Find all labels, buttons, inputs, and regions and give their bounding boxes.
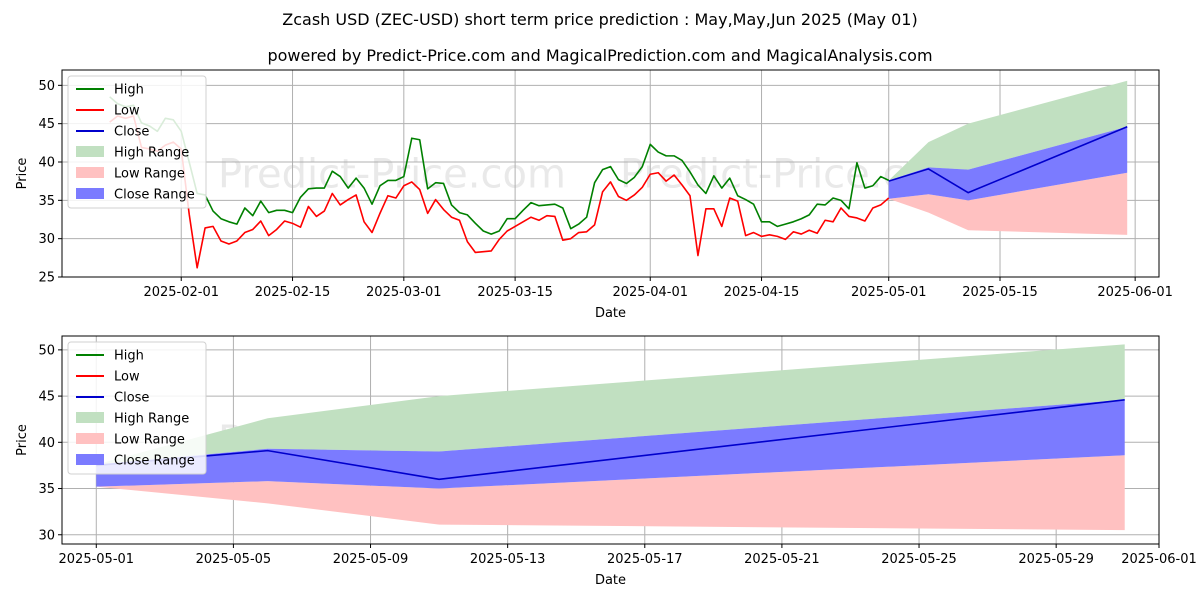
legend-item-high-range: High Range	[76, 146, 189, 161]
y-tick-label: 50	[38, 79, 55, 94]
legend-label: Low	[114, 104, 140, 119]
legend-label: High	[114, 83, 144, 98]
legend-label: Close Range	[114, 188, 195, 203]
range-band-low-range	[96, 455, 1125, 531]
y-tick-label: 25	[38, 271, 55, 286]
y-tick-label: 30	[38, 232, 55, 247]
legend-label: Close	[114, 125, 149, 140]
legend-item-low-range: Low Range	[76, 167, 185, 182]
legend-item-low-range: Low Range	[76, 433, 185, 448]
x-tick-label: 2025-04-01	[612, 285, 688, 300]
legend-swatch	[76, 146, 104, 157]
y-axis-label: Price	[15, 424, 30, 456]
legend-label: Low Range	[114, 433, 185, 448]
x-tick-label: 2025-05-21	[744, 552, 820, 567]
x-tick-label: 2025-05-13	[470, 552, 546, 567]
x-tick-label: 2025-06-01	[1097, 285, 1173, 300]
range-band-close-range	[888, 126, 1128, 201]
y-tick-label: 30	[38, 528, 55, 543]
legend-swatch	[76, 433, 104, 444]
x-tick-label: 2025-03-15	[477, 285, 553, 300]
y-tick-label: 40	[38, 156, 55, 171]
legend-label: High Range	[114, 412, 189, 427]
legend: High Low Close High Range Low Range Close Ran…	[67, 341, 207, 475]
x-axis-label: Date	[595, 573, 626, 588]
y-tick-label: 50	[38, 343, 55, 358]
legend-label: Low Range	[114, 167, 185, 182]
legend: High Low Close High Range Low Range Close Ran…	[67, 75, 207, 209]
x-tick-label: 2025-02-15	[255, 285, 331, 300]
x-tick-label: 2025-06-01	[1121, 552, 1197, 567]
legend-swatch	[76, 167, 104, 178]
plot-panel-2: Predict-Price.comPredict-Price.com2025-0…	[15, 335, 1197, 588]
x-tick-label: 2025-05-09	[333, 552, 409, 567]
legend-label: High Range	[114, 146, 189, 161]
y-tick-label: 35	[38, 194, 55, 209]
x-tick-label: 2025-05-01	[851, 285, 927, 300]
legend-swatch	[76, 412, 104, 423]
plot-panel-1: Predict-Price.com Predict-Price.com2025-0…	[15, 69, 1173, 321]
legend-label: Close	[114, 391, 149, 406]
series-line-close	[888, 125, 1128, 194]
chart-title: Zcash USD (ZEC-USD) short term price pre…	[282, 10, 918, 29]
legend-item-close: Close	[76, 391, 149, 406]
y-tick-label: 40	[38, 436, 55, 451]
plot-frame	[61, 335, 1160, 545]
range-band-high-range	[888, 80, 1128, 181]
x-tick-label: 2025-04-15	[724, 285, 800, 300]
range-band-close-range	[96, 399, 1125, 489]
legend-item-high: High	[76, 83, 144, 98]
chart-subtitle: powered by Predict-Price.com and Magical…	[267, 46, 933, 65]
legend-swatch	[76, 188, 104, 199]
watermark-left: Predict-Price.com	[218, 152, 566, 198]
x-axis-label: Date	[595, 306, 626, 321]
x-tick-label: 2025-05-05	[196, 552, 272, 567]
legend-label: Close Range	[114, 454, 195, 469]
y-tick-label: 35	[38, 482, 55, 497]
legend-label: High	[114, 349, 144, 364]
legend-item-close-range: Close Range	[76, 454, 195, 469]
x-tick-label: 2025-03-01	[366, 285, 442, 300]
legend-item-close-range: Close Range	[76, 188, 195, 203]
axis-ticks: 2025-02-01 2025-02-15 2025-03-01 2025-03-15…	[38, 79, 1172, 300]
series-lines	[109, 96, 1128, 269]
y-tick-label: 45	[38, 390, 55, 405]
x-tick-label: 2025-02-01	[143, 285, 219, 300]
plot-frame	[61, 69, 1160, 278]
legend-item-close: Close	[76, 125, 149, 140]
range-band-low-range	[888, 172, 1128, 235]
legend-item-high-range: High Range	[76, 412, 189, 427]
legend-item-high: High	[76, 349, 144, 364]
legend-label: Low	[114, 370, 140, 385]
x-tick-label: 2025-05-01	[59, 552, 135, 567]
series-line-high	[109, 96, 890, 235]
legend-item-low: Low	[76, 370, 140, 385]
range-band-high-range	[96, 344, 1125, 465]
legend-item-low: Low	[76, 104, 140, 119]
x-tick-label: 2025-05-29	[1018, 552, 1094, 567]
legend-swatch	[76, 454, 104, 465]
x-tick-label: 2025-05-25	[881, 552, 957, 567]
axis-ticks: 2025-05-01 2025-05-05 2025-05-09 2025-05-13…	[38, 343, 1196, 567]
x-tick-label: 2025-05-17	[607, 552, 683, 567]
x-tick-label: 2025-05-15	[962, 285, 1038, 300]
series-line-low	[109, 115, 890, 269]
y-tick-label: 45	[38, 117, 55, 132]
y-axis-label: Price	[15, 158, 30, 190]
